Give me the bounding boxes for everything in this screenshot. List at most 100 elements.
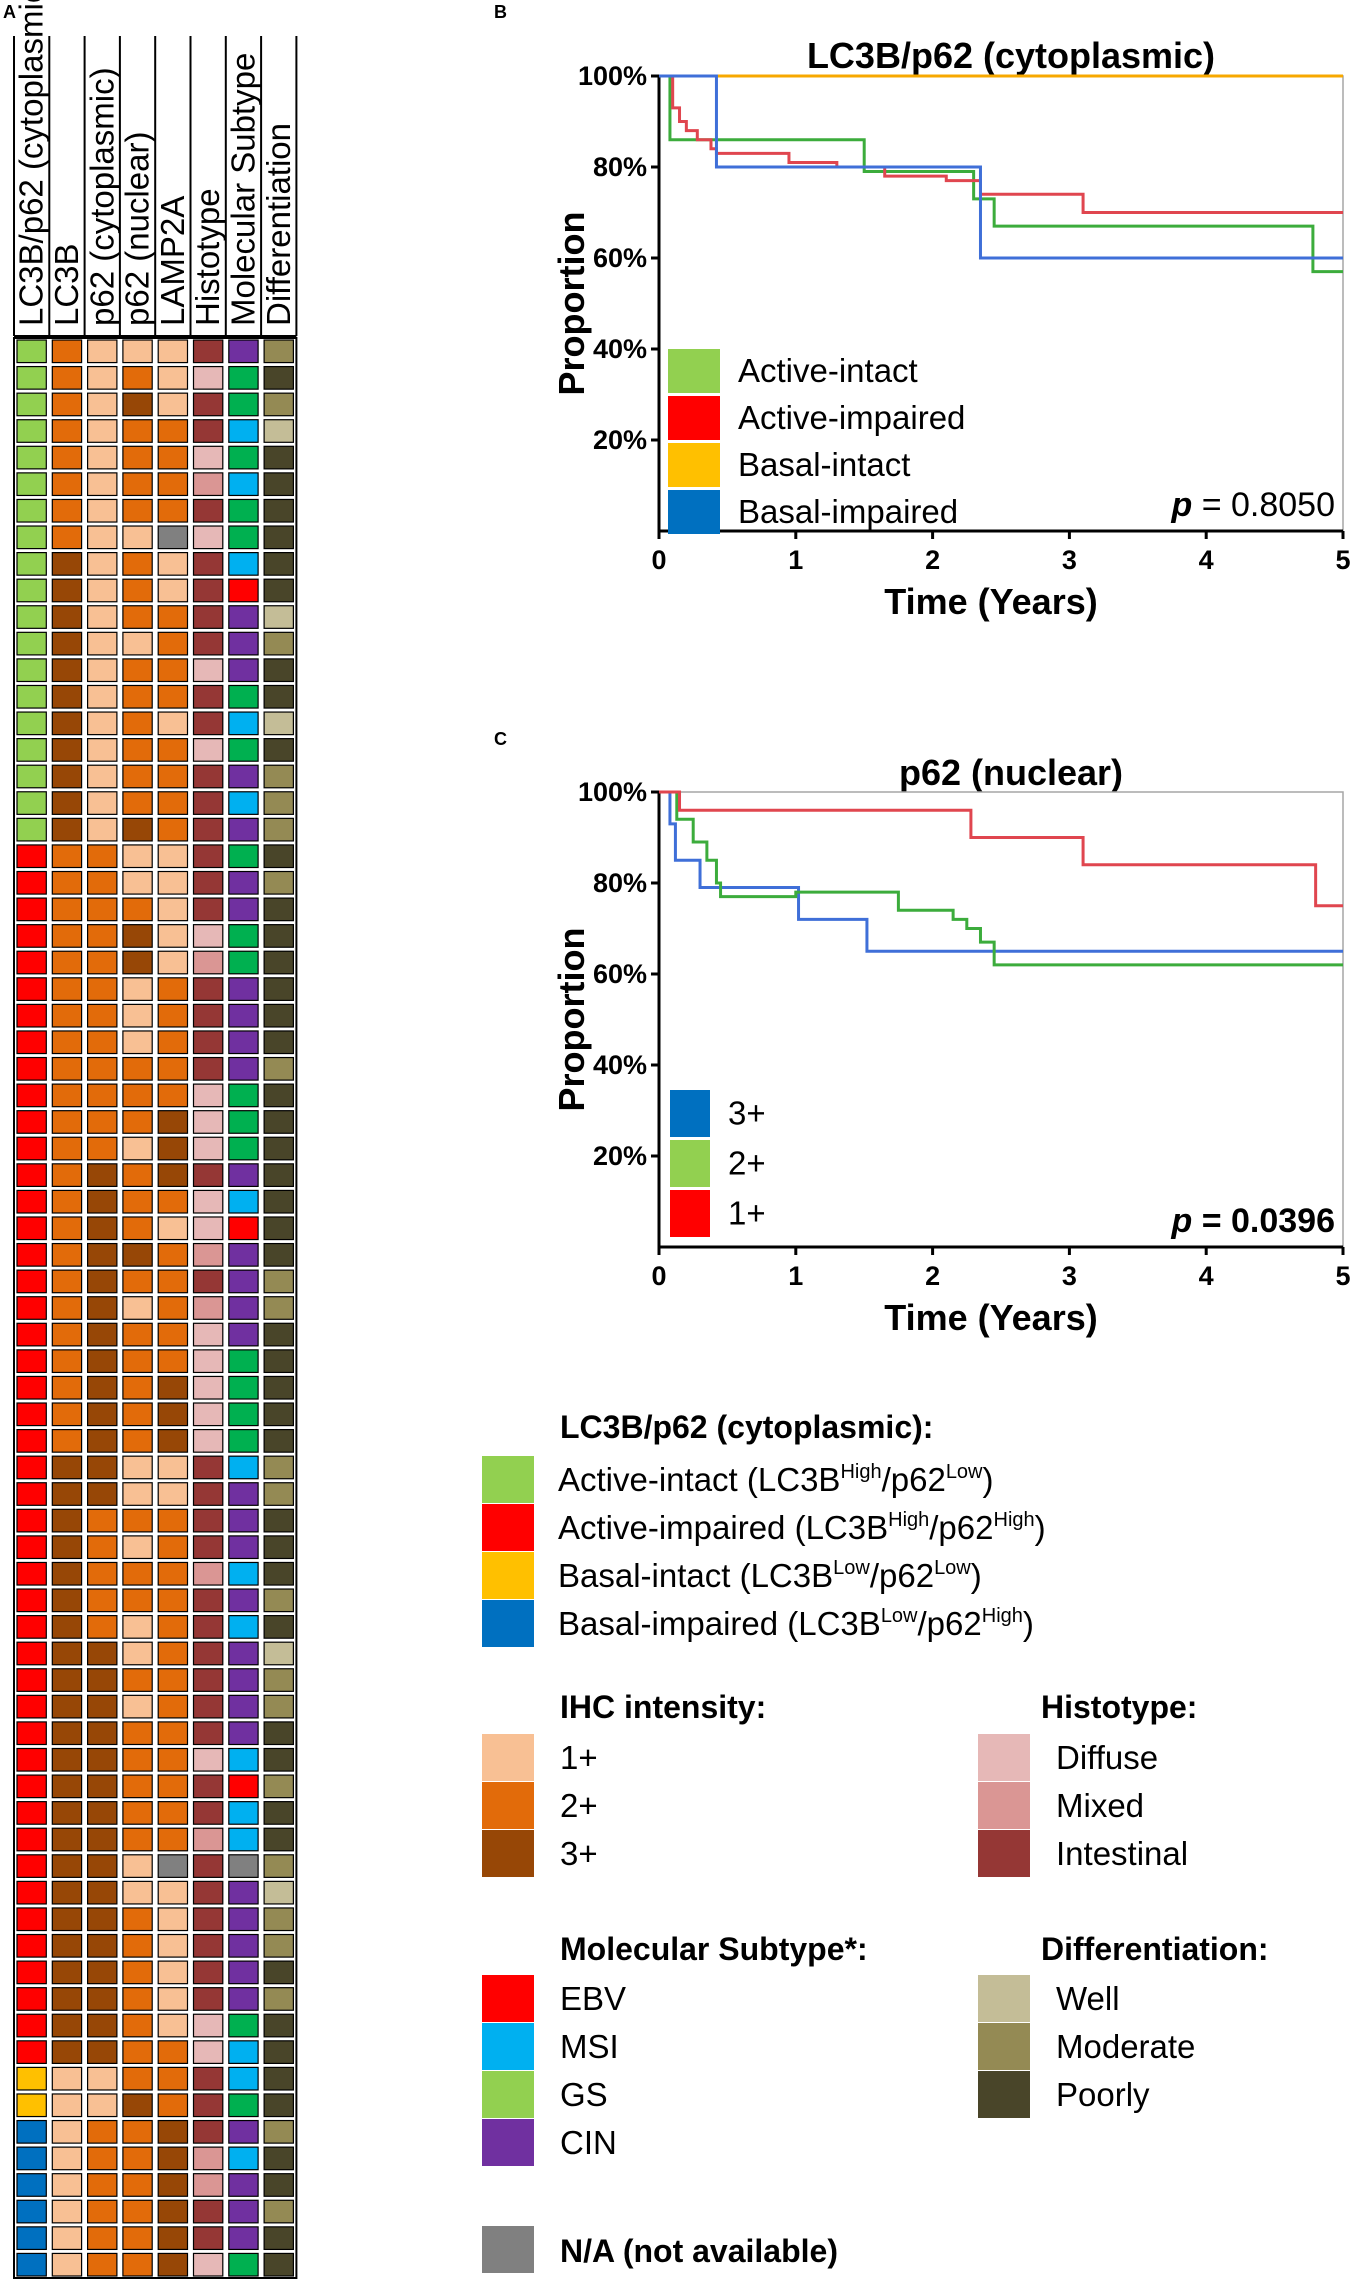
heatmap-cell <box>16 924 47 948</box>
heatmap-cell <box>228 1694 259 1719</box>
heatmap-cell <box>192 1508 224 1533</box>
legend-label: MSI <box>560 2028 619 2065</box>
heatmap-cell <box>16 392 47 417</box>
heatmap-cell <box>16 817 47 842</box>
legend-swatch <box>978 2071 1030 2118</box>
heatmap-cell <box>263 2252 295 2277</box>
heatmap-cell <box>263 2226 295 2251</box>
heatmap-cell <box>86 1535 118 1560</box>
heatmap-cell <box>16 2226 47 2251</box>
heatmap-cell <box>157 419 189 443</box>
x-axis-label: Time (Years) <box>884 1297 1097 1338</box>
km-chart-b: LC3B/p62 (cytoplasmic) 100% 80% 60% 40% 20% 0 1… <box>551 35 1351 622</box>
heatmap-cell <box>122 1747 153 1772</box>
heatmap-cell <box>157 1455 189 1480</box>
heatmap-cell <box>51 870 83 895</box>
heatmap-cell <box>122 1349 153 1374</box>
heatmap-cell <box>86 578 118 603</box>
km-series-line <box>659 74 1343 260</box>
heatmap-cell <box>122 1110 153 1134</box>
heatmap-cell <box>263 2199 295 2224</box>
heatmap-cell <box>228 2093 259 2118</box>
heatmap-cell <box>192 1933 224 1958</box>
heatmap-cell <box>122 1854 153 1878</box>
heatmap-cell <box>122 1083 153 1108</box>
y-tick-label: 60% <box>593 959 647 989</box>
y-tick-label: 40% <box>593 1050 647 1080</box>
heatmap-cell <box>86 2066 118 2091</box>
heatmap-cell <box>51 711 83 736</box>
heatmap-cell <box>16 631 47 656</box>
heatmap-cell <box>192 738 224 762</box>
heatmap-cell <box>228 605 259 629</box>
heatmap-cell <box>16 1588 47 1613</box>
heatmap-cell <box>157 1588 189 1613</box>
heatmap-cell <box>51 1508 83 1533</box>
heatmap-cell <box>122 1402 153 1427</box>
heatmap-cell <box>157 711 189 736</box>
heatmap-cell <box>51 1747 83 1772</box>
heatmap-cell <box>157 2040 189 2064</box>
heatmap-cell <box>192 2199 224 2224</box>
heatmap-cell <box>122 1641 153 1666</box>
heatmap-cell <box>16 2199 47 2224</box>
heatmap-cell <box>86 711 118 736</box>
heatmap-cell <box>51 950 83 975</box>
heatmap-cell <box>228 1641 259 1666</box>
heatmap-cell <box>192 2040 224 2064</box>
heatmap-cell <box>122 924 153 948</box>
heatmap-cell <box>228 1003 259 1028</box>
p-value: p = 0.0396 <box>1170 1202 1335 1240</box>
y-tick-label: 40% <box>593 334 647 364</box>
heatmap-cell <box>263 578 295 603</box>
heatmap-cell <box>86 1694 118 1719</box>
heatmap-cell <box>228 1508 259 1533</box>
legend-swatch <box>482 1830 534 1877</box>
heatmap-cell <box>157 870 189 895</box>
heatmap-cell <box>122 1907 153 1932</box>
heatmap-cell <box>192 2066 224 2091</box>
heatmap-cell <box>51 977 83 1001</box>
heatmap-cell <box>192 1641 224 1666</box>
heatmap-cell <box>263 1189 295 1214</box>
heatmap-cell <box>122 2040 153 2064</box>
heatmap-cell <box>192 870 224 895</box>
heatmap-cell <box>192 764 224 789</box>
heatmap-cell <box>228 525 259 550</box>
heatmap-cell <box>192 578 224 603</box>
heatmap-cell <box>157 445 189 470</box>
legend-swatch-na <box>482 2226 534 2273</box>
heatmap-cell <box>122 1827 153 1852</box>
heatmap-cell <box>122 2199 153 2224</box>
heatmap-cell <box>192 684 224 709</box>
heatmap-cell <box>86 764 118 789</box>
legend-label: 3+ <box>728 1095 766 1132</box>
legend-label: Poorly <box>1056 2076 1150 2113</box>
heatmap-cell <box>51 1535 83 1560</box>
heatmap-cell <box>263 1269 295 1294</box>
heatmap-cell <box>192 1588 224 1613</box>
heatmap-cell <box>122 844 153 869</box>
heatmap-cell <box>16 2066 47 2091</box>
heatmap-cell <box>263 1322 295 1347</box>
heatmap-cell <box>86 1056 118 1081</box>
heatmap-cell <box>51 1163 83 1188</box>
heatmap-cell <box>86 1987 118 2011</box>
heatmap-cell <box>122 392 153 417</box>
heatmap-cell <box>228 791 259 815</box>
heatmap-cell <box>51 1269 83 1294</box>
heatmap-cell <box>51 1455 83 1480</box>
heatmap-cell <box>192 1375 224 1400</box>
heatmap-cell <box>228 2013 259 2038</box>
x-tick-label: 0 <box>651 1261 666 1291</box>
heatmap-cell <box>86 1402 118 1427</box>
heatmap-cell <box>16 2173 47 2197</box>
heatmap-cell <box>228 1907 259 1932</box>
heatmap-cell <box>228 2252 259 2277</box>
heatmap-cell <box>192 1455 224 1480</box>
heatmap-column-header: Histotype <box>189 188 226 326</box>
heatmap-cell <box>192 1880 224 1905</box>
heatmap-cell <box>51 2013 83 2038</box>
heatmap-cell <box>228 419 259 443</box>
